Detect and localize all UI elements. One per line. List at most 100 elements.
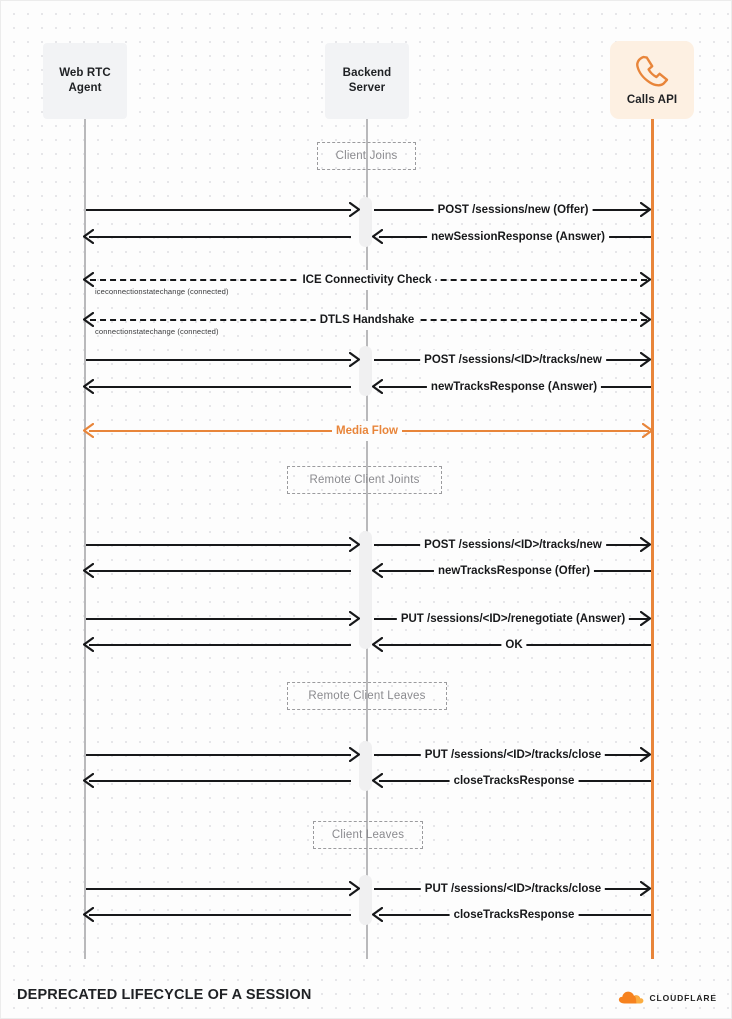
- note-label: Remote Client Leaves: [308, 690, 426, 702]
- message-line: [89, 914, 351, 916]
- note-remote-client-leaves: Remote Client Leaves: [287, 682, 447, 710]
- activation-bar: [359, 197, 372, 247]
- arrow-head-right: [349, 352, 360, 367]
- message-line: [86, 209, 351, 211]
- message-line: [89, 780, 351, 782]
- arrow-head-left: [372, 907, 383, 922]
- arrow-head-left: [83, 229, 94, 244]
- diagram-title: DEPRECATED LIFECYCLE OF A SESSION: [17, 987, 312, 1003]
- arrow-head-left: [372, 563, 383, 578]
- activation-bar: [359, 531, 372, 649]
- participant-calls-api: Calls API: [610, 41, 694, 119]
- message-line: [86, 754, 351, 756]
- message-label: POST /sessions/<ID>/tracks/new: [420, 535, 606, 555]
- lifeline-calls-api: [651, 119, 654, 959]
- activation-bar: [359, 741, 372, 791]
- arrow-head-right: [349, 537, 360, 552]
- message-row: newSessionResponse (Answer): [1, 227, 731, 247]
- arrow-head-right: [349, 747, 360, 762]
- message-row: PUT /sessions/<ID>/renegotiate (Answer): [1, 609, 731, 629]
- message-row-media-flow: Media Flow: [1, 421, 731, 441]
- message-label: DTLS Handshake: [315, 310, 419, 330]
- cloudflare-wordmark: CLOUDFLARE: [649, 992, 717, 1003]
- message-row: newTracksResponse (Answer): [1, 377, 731, 397]
- message-label: newTracksResponse (Offer): [433, 561, 595, 581]
- message-row: POST /sessions/new (Offer): [1, 200, 731, 220]
- message-sublabel: connectionstatechange (connected): [95, 327, 219, 336]
- message-row: PUT /sessions/<ID>/tracks/close: [1, 745, 731, 765]
- arrow-head-right: [640, 272, 651, 287]
- participant-webrtc-agent: Web RTC Agent: [43, 43, 127, 119]
- message-label: PUT /sessions/<ID>/tracks/close: [420, 745, 606, 765]
- message-label: ICE Connectivity Check: [298, 270, 436, 290]
- note-label: Client Joins: [335, 150, 398, 162]
- note-remote-client-joints: Remote Client Joints: [287, 466, 442, 494]
- message-row: ICE Connectivity Check iceconnectionstat…: [1, 270, 731, 296]
- arrow-head-left: [372, 229, 383, 244]
- message-row: OK: [1, 635, 731, 655]
- message-line: [86, 359, 351, 361]
- note-client-leaves: Client Leaves: [313, 821, 423, 849]
- message-label: newSessionResponse (Answer): [427, 227, 609, 247]
- message-label: Media Flow: [332, 421, 402, 441]
- message-line: [89, 570, 351, 572]
- message-row: closeTracksResponse: [1, 771, 731, 791]
- activation-bar: [359, 346, 372, 396]
- arrow-head-left: [372, 773, 383, 788]
- arrow-head-right: [640, 537, 651, 552]
- arrow-head-right: [349, 881, 360, 896]
- message-label: closeTracksResponse: [449, 771, 579, 791]
- message-label: POST /sessions/new (Offer): [433, 200, 593, 220]
- message-line: [89, 644, 351, 646]
- message-row: closeTracksResponse: [1, 905, 731, 925]
- arrow-head-right: [349, 202, 360, 217]
- arrow-head-left: [83, 773, 94, 788]
- note-client-joins: Client Joins: [317, 142, 416, 170]
- arrow-head-right: [640, 202, 651, 217]
- arrow-head-left: [83, 272, 94, 287]
- arrow-head-left: [83, 423, 94, 438]
- arrow-head-left: [372, 379, 383, 394]
- phone-icon: [631, 52, 673, 90]
- arrow-head-right: [642, 423, 653, 438]
- arrow-head-left: [83, 907, 94, 922]
- arrow-head-right: [640, 611, 651, 626]
- arrow-head-left: [83, 312, 94, 327]
- message-label: newTracksResponse (Answer): [426, 377, 602, 397]
- cloudflare-cloud-icon: [618, 990, 644, 1005]
- message-label: OK: [501, 635, 527, 655]
- participant-label-calls-api: Calls API: [626, 93, 678, 106]
- activation-bar: [359, 875, 372, 925]
- message-row: POST /sessions/<ID>/tracks/new: [1, 350, 731, 370]
- message-line: [89, 236, 351, 238]
- note-label: Remote Client Joints: [309, 474, 420, 486]
- message-sublabel: iceconnectionstatechange (connected): [95, 287, 229, 296]
- message-label: PUT /sessions/<ID>/tracks/close: [420, 879, 606, 899]
- lifeline-webrtc-agent: [84, 119, 86, 959]
- participant-label-backend-server: Backend Server: [342, 66, 392, 94]
- arrow-head-left: [83, 637, 94, 652]
- message-line: [86, 544, 351, 546]
- message-row: DTLS Handshake connectionstatechange (co…: [1, 310, 731, 336]
- message-row: POST /sessions/<ID>/tracks/new: [1, 535, 731, 555]
- message-row: newTracksResponse (Offer): [1, 561, 731, 581]
- note-label: Client Leaves: [331, 829, 405, 841]
- participant-label-webrtc-agent: Web RTC Agent: [59, 66, 111, 94]
- arrow-head-right: [349, 611, 360, 626]
- arrow-head-left: [372, 637, 383, 652]
- participant-backend-server: Backend Server: [325, 43, 409, 119]
- arrow-head-right: [640, 747, 651, 762]
- message-label: PUT /sessions/<ID>/renegotiate (Answer): [396, 609, 630, 629]
- arrow-head-right: [640, 312, 651, 327]
- arrow-head-right: [640, 352, 651, 367]
- arrow-head-right: [640, 881, 651, 896]
- message-label: closeTracksResponse: [449, 905, 579, 925]
- message-line: [86, 618, 351, 620]
- message-line: [89, 386, 351, 388]
- message-row: PUT /sessions/<ID>/tracks/close: [1, 879, 731, 899]
- cloudflare-brand: CLOUDFLARE: [618, 990, 717, 1005]
- message-label: POST /sessions/<ID>/tracks/new: [420, 350, 606, 370]
- arrow-head-left: [83, 379, 94, 394]
- message-line: [86, 888, 351, 890]
